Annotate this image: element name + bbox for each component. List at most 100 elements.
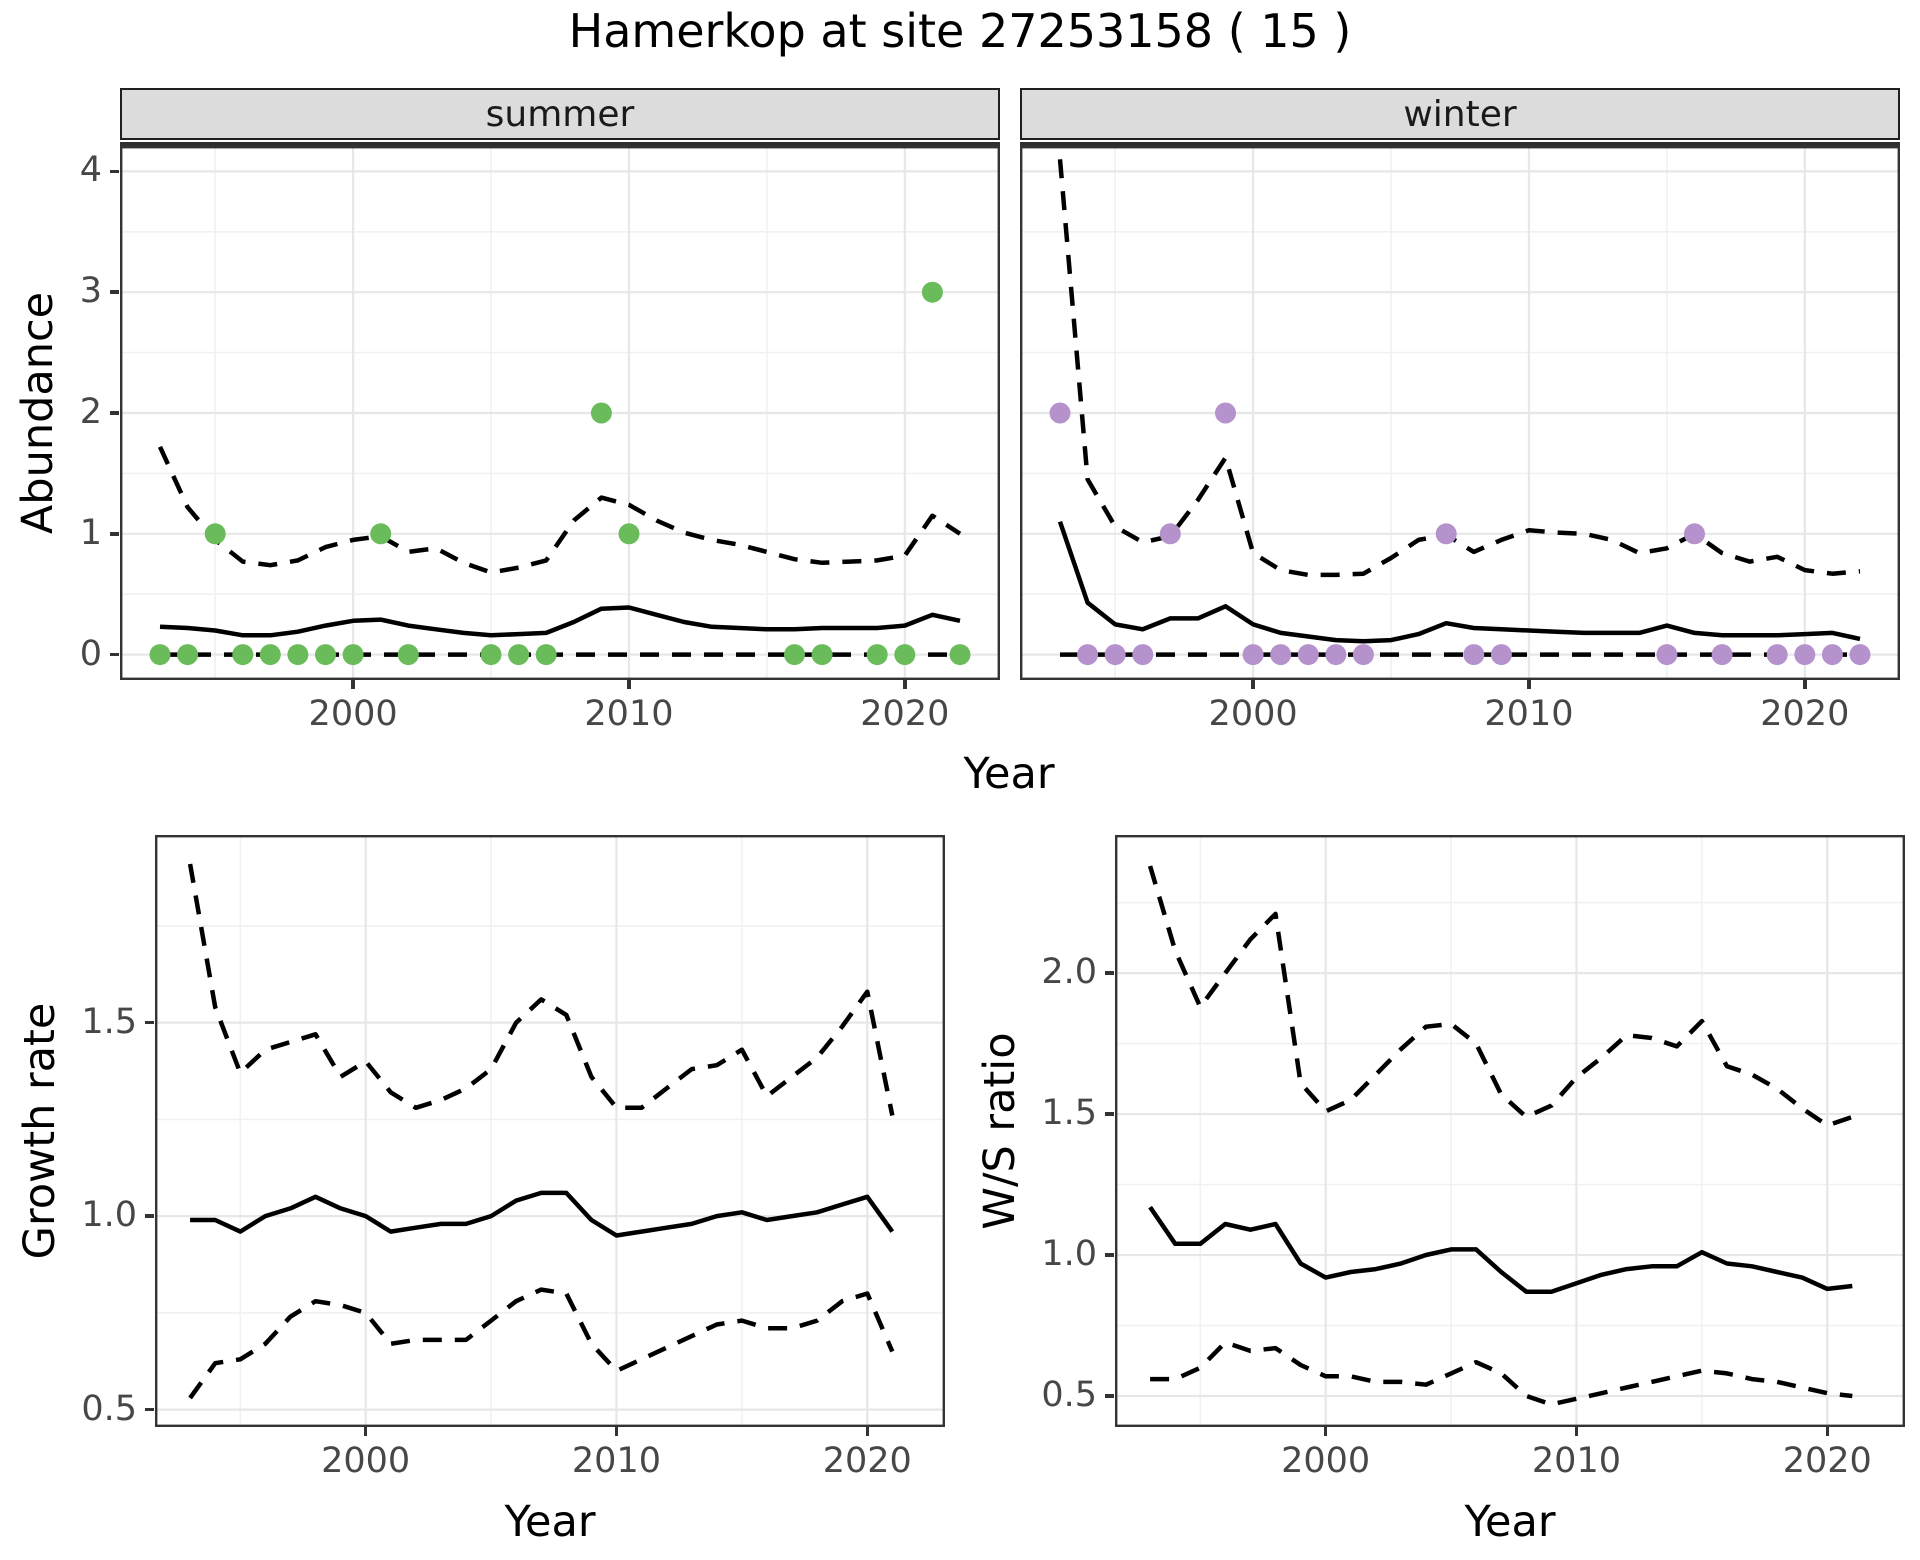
ws-ratio-axis-title: W/S ratio <box>975 1032 1025 1230</box>
growth_rate-svg <box>155 835 945 1427</box>
y-tick-label: 3 <box>79 271 102 312</box>
abundance_summer-observation-point <box>177 644 199 666</box>
x-tick-mark <box>1574 1427 1579 1436</box>
facet-strip-summer-label: summer <box>485 93 635 135</box>
ws-year-axis-title-wrap: Year <box>1464 1497 1555 1547</box>
y-tick-mark <box>1105 1253 1114 1257</box>
ws_ratio-mean-solid-line <box>1148 1205 1853 1294</box>
page-title: Hamerkop at site 27253158 ( 15 ) <box>568 4 1352 58</box>
x-tick-label: 2000 <box>321 1441 411 1481</box>
y-tick-mark <box>110 169 119 174</box>
abundance_winter-observation-point <box>1490 644 1512 666</box>
abundance_winter-observation-point <box>1463 644 1485 666</box>
growth_rate-lower-dashed-line <box>188 1287 895 1400</box>
abundance_summer-observation-point <box>397 644 419 666</box>
y-tick-label: 0.5 <box>81 1388 137 1429</box>
y-tick-label: 1 <box>79 512 102 553</box>
abundance_winter-observation-point <box>1159 523 1181 545</box>
y-tick-mark <box>110 532 119 536</box>
top-year-axis-title: Year <box>963 749 1055 799</box>
abundance_summer-observation-point <box>590 402 612 424</box>
abundance_summer-observation-point <box>480 644 502 666</box>
x-tick-label: 2000 <box>1208 694 1298 734</box>
growth-rate-axis-title: Growth rate <box>15 1002 65 1260</box>
abundance_winter-observation-point <box>1794 644 1816 666</box>
summer-abundance-panel: 2000 2010 2020 0 1 2 3 4 <box>80 146 1000 732</box>
growth-rate-panel: 2000 2010 2020 0.5 1.0 1.5 <box>81 835 945 1479</box>
y-tick-label: 1.5 <box>81 1001 137 1042</box>
y-tick-mark <box>110 411 119 415</box>
abundance_winter-observation-point <box>1352 644 1374 666</box>
growth-year-axis-title: Year <box>504 1497 596 1547</box>
abundance_summer-observation-point <box>949 644 971 666</box>
x-tick-label: 2000 <box>1281 1441 1371 1481</box>
x-tick-mark <box>614 1427 619 1436</box>
ws_ratio-upper-dashed-line <box>1147 865 1854 1128</box>
y-tick-label: 2.0 <box>1041 952 1097 993</box>
abundance_winter-observation-point <box>1215 402 1236 424</box>
abundance_winter-upper-dashed-line <box>1057 159 1861 578</box>
abundance_summer-observation-point <box>535 644 557 666</box>
ws_ratio-svg <box>1115 835 1905 1427</box>
y-tick-label: 0 <box>79 633 102 674</box>
x-tick-mark <box>627 680 631 689</box>
abundance_summer-upper-dashed-line <box>157 445 962 575</box>
abundance_summer-svg <box>120 146 1000 680</box>
y-tick-mark <box>110 290 119 294</box>
x-tick-label: 2020 <box>1782 1441 1872 1481</box>
y-tick-label: 1.0 <box>1041 1234 1097 1275</box>
x-tick-mark <box>363 1427 368 1436</box>
ws-ratio-panel: 2000 2010 2020 0.5 1.0 1.5 2.0 <box>1041 835 1905 1479</box>
abundance_winter-observation-point <box>1104 644 1126 666</box>
abundance_winter-observation-point <box>1435 523 1457 545</box>
abundance_winter-observation-point <box>1766 644 1788 666</box>
abundance_summer-observation-point <box>315 644 336 666</box>
x-tick-mark <box>1323 1427 1328 1436</box>
abundance_winter-observation-point <box>1325 644 1347 666</box>
y-tick-label: 0.5 <box>1041 1374 1097 1415</box>
winter-abundance-panel: 2000 2010 2020 <box>1020 146 1900 732</box>
abundance_winter-observation-point <box>1077 644 1099 666</box>
ws-year-axis-title: Year <box>1464 1497 1556 1547</box>
facet-strip-winter: winter <box>1020 88 1900 140</box>
y-tick-mark <box>145 1407 154 1412</box>
abundance_winter-svg <box>1020 146 1900 680</box>
abundance_winter-observation-point <box>1821 644 1843 666</box>
y-tick-label: 1.0 <box>81 1195 137 1236</box>
abundance_winter-observation-point <box>1270 644 1292 666</box>
abundance_winter-observation-point <box>1849 644 1871 666</box>
abundance_winter-observation-point <box>1711 644 1733 666</box>
y-tick-label: 1.5 <box>1041 1093 1097 1134</box>
abundance_winter-observation-point <box>1656 644 1678 666</box>
abundance_summer-observation-point <box>370 523 392 545</box>
abundance_summer-observation-point <box>149 644 171 666</box>
abundance_summer-observation-point <box>866 644 888 666</box>
y-tick-mark <box>1105 1394 1114 1398</box>
y-tick-label: 2 <box>79 392 102 432</box>
x-tick-label: 2010 <box>1484 694 1574 734</box>
ws_ratio-lower-dashed-line <box>1150 1340 1853 1407</box>
x-tick-label: 2010 <box>571 1441 661 1481</box>
x-tick-mark <box>903 680 907 689</box>
abundance_summer-observation-point <box>342 644 364 666</box>
x-tick-mark <box>1803 680 1807 689</box>
growth_rate-mean-solid-line <box>190 1190 895 1238</box>
y-tick-mark <box>1105 971 1114 975</box>
facet-strip-winter-underline <box>1020 142 1900 147</box>
facet-strip-winter-label: winter <box>1403 93 1517 135</box>
x-tick-label: 2000 <box>308 694 398 734</box>
y-tick-mark <box>145 1020 154 1025</box>
abundance_summer-observation-point <box>784 644 805 666</box>
y-tick-mark <box>145 1214 154 1218</box>
growth_rate-upper-dashed-line <box>187 863 895 1116</box>
abundance_winter-observation-point <box>1049 402 1071 424</box>
y-tick-mark <box>1105 1112 1114 1116</box>
abundance_summer-observation-point <box>921 281 943 303</box>
abundance_winter-observation-point <box>1684 523 1705 545</box>
growth-year-axis-title-wrap: Year <box>504 1497 595 1547</box>
x-tick-mark <box>1251 680 1255 689</box>
abundance_summer-observation-point <box>508 644 530 666</box>
abundance_winter-observation-point <box>1297 644 1319 666</box>
y-tick-label: 4 <box>79 150 102 191</box>
